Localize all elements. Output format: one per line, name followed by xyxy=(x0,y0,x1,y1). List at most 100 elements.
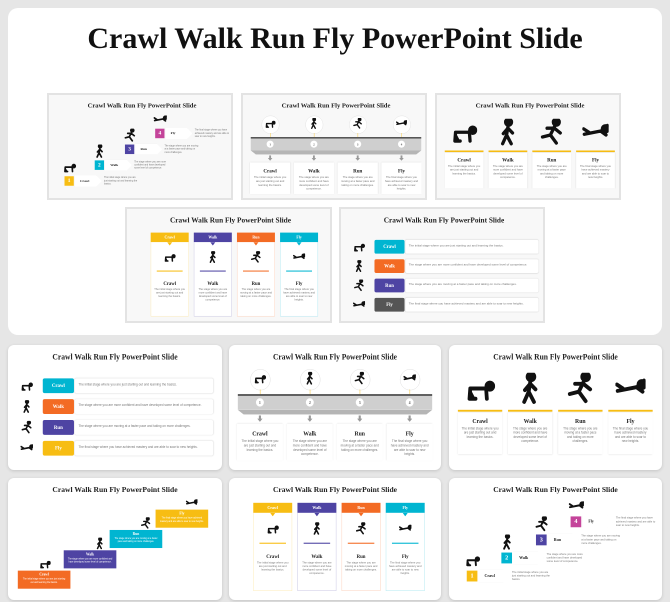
stage-description: The initial stage where you are just sta… xyxy=(154,288,186,299)
accent-bar xyxy=(303,542,331,544)
stage-description: The stage where you are more confident a… xyxy=(298,176,329,191)
slide-thumbnail-timeline[interactable]: Crawl Walk Run Fly PowerPoint Slide 1 Craw… xyxy=(241,93,427,200)
stage-card xyxy=(253,502,293,591)
stage-name: Fly xyxy=(591,156,599,163)
stage-name: Run xyxy=(354,430,365,438)
step-number-circle: 2 xyxy=(310,140,318,148)
stage-description: The stage where you are more confident a… xyxy=(67,557,113,564)
slide-thumbnail-figures[interactable]: Crawl Walk Run Fly PowerPoint Slide Crawl… xyxy=(449,345,662,470)
walking-person-icon xyxy=(503,534,511,550)
stage-label: Walk xyxy=(374,259,405,274)
stage-card xyxy=(150,232,189,317)
icon-circle xyxy=(349,115,367,134)
accent-bar xyxy=(508,409,553,412)
walking-person-icon xyxy=(500,118,515,146)
crawling-person-icon xyxy=(40,560,51,569)
timeline-bar-top xyxy=(237,394,433,396)
step-label: Crawl xyxy=(484,573,496,578)
running-person-icon xyxy=(140,517,151,529)
step-number-circle: 1 xyxy=(266,140,274,148)
timeline-bar-base xyxy=(237,409,433,415)
accent-bar xyxy=(259,542,286,544)
flying-person-icon xyxy=(20,444,33,451)
slide-thumbnail-list[interactable]: Crawl Walk Run Fly PowerPoint Slide The i… xyxy=(8,345,222,470)
stage-description: The stage where you are moving at a fast… xyxy=(340,176,375,187)
slide-thumbnail-list[interactable]: Crawl Walk Run Fly PowerPoint Slide The i… xyxy=(339,207,545,323)
stage-name: Fly xyxy=(405,430,414,438)
accent-bar xyxy=(576,150,615,153)
slide-title: Crawl Walk Run Fly PowerPoint Slide xyxy=(52,485,178,494)
flying-person-icon xyxy=(582,123,609,137)
stage-description: The stage where you are moving at a fast… xyxy=(536,165,567,180)
slide-thumbnail-stairs-blocks[interactable]: Crawl Walk Run Fly PowerPoint Slide Crawl… xyxy=(8,478,222,600)
stage-description: The stage where you are moving at a fast… xyxy=(114,537,158,543)
slide-thumbnail-cards[interactable]: Crawl Walk Run Fly PowerPoint Slide Crawl… xyxy=(125,207,332,323)
flying-person-icon xyxy=(396,120,407,126)
down-arrow xyxy=(355,155,361,161)
step-number-badge: 1 xyxy=(64,176,74,186)
step-arrow: Run xyxy=(547,533,579,547)
step-label: Run xyxy=(553,537,562,542)
stage-description: The initial stage where you are just sta… xyxy=(408,244,504,248)
header-pointer xyxy=(296,242,302,246)
description-box: The stage where you are more confident a… xyxy=(74,399,214,414)
step-number-circle: 3 xyxy=(355,398,364,407)
stage-description: The stage where you are moving at a fast… xyxy=(340,439,379,452)
walking-person-icon xyxy=(355,260,362,273)
step-arrow: Crawl xyxy=(478,569,510,583)
stage-name: Walk xyxy=(207,281,219,287)
stage-card: Walk The stage where you are more confide… xyxy=(286,423,333,461)
timeline-bar xyxy=(237,395,433,410)
stage-block: Crawl The initial stage where you are jus… xyxy=(17,570,71,589)
slide-title: Crawl Walk Run Fly PowerPoint Slide xyxy=(281,101,391,109)
walking-person-icon xyxy=(306,371,313,385)
stage-label: Walk xyxy=(42,399,74,414)
step-label: Crawl xyxy=(80,178,90,183)
step-description: The final stage where you have achieved … xyxy=(194,129,230,138)
slide-thumbnail-cards[interactable]: Crawl Walk Run Fly PowerPoint Slide Crawl… xyxy=(229,478,441,600)
stage-block: Run The stage where you are moving at a f… xyxy=(109,529,163,549)
stage-description: The stage where you are more confident a… xyxy=(292,439,327,457)
stage-name: Crawl xyxy=(252,430,268,438)
stage-card: Crawl The initial stage where you are jus… xyxy=(444,152,484,189)
stage-name: Run xyxy=(575,417,586,425)
walking-person-icon xyxy=(209,251,216,263)
stage-card: Fly The final stage where you have achiev… xyxy=(386,423,433,461)
stage-card: Run The stage where you are moving at a f… xyxy=(337,162,378,195)
stage-card: Walk The stage where you are more confide… xyxy=(488,152,528,189)
step-number-badge: 2 xyxy=(501,552,513,564)
running-person-icon xyxy=(535,516,548,532)
stage-name: Crawl xyxy=(457,156,471,163)
accent-bar xyxy=(391,542,419,544)
stage-description: The final stage where you have achieved … xyxy=(390,439,429,457)
timeline-bar-top xyxy=(250,137,422,139)
down-arrow xyxy=(357,415,363,422)
stage-description: The stage where you are more confident a… xyxy=(492,165,523,180)
walking-person-icon xyxy=(96,144,103,158)
stage-description: The stage where you are moving at a fast… xyxy=(563,426,598,444)
stage-name: Fly xyxy=(179,511,185,516)
slide-title: Crawl Walk Run Fly PowerPoint Slide xyxy=(475,101,585,109)
stage-description: The stage where you are more confident a… xyxy=(78,403,202,408)
stage-card: Walk The stage where you are more confide… xyxy=(293,162,335,195)
crawling-person-icon xyxy=(21,382,33,391)
step-label: Walk xyxy=(110,162,119,167)
step-label: Fly xyxy=(588,519,594,524)
slide-thumbnail-stairs-arrows[interactable]: Crawl Walk Run Fly PowerPoint Slide 1 Craw… xyxy=(47,93,233,200)
stage-name: Run xyxy=(356,553,366,560)
header-pointer xyxy=(358,512,364,517)
slide-thumbnail-timeline[interactable]: Crawl Walk Run Fly PowerPoint Slide 1 Craw… xyxy=(229,345,441,470)
crawling-person-icon xyxy=(64,163,77,173)
slide-thumbnail-figures[interactable]: Crawl Walk Run Fly PowerPoint Slide Crawl… xyxy=(435,93,621,200)
walking-person-icon xyxy=(313,522,320,535)
stage-card xyxy=(385,502,425,591)
running-person-icon xyxy=(353,117,362,129)
stage-name: Fly xyxy=(295,281,303,287)
slide-thumbnail-stairs-arrows[interactable]: Crawl Walk Run Fly PowerPoint Slide 1 Craw… xyxy=(449,478,662,600)
header-pointer xyxy=(210,242,216,246)
slide-title: Crawl Walk Run Fly PowerPoint Slide xyxy=(273,485,397,494)
description-box: The stage where you are more confident a… xyxy=(405,259,539,274)
step-number-badge: 3 xyxy=(124,144,135,155)
stage-description: The final stage where you have achieved … xyxy=(384,176,419,191)
stage-description: The initial stage where you are just sta… xyxy=(253,176,287,187)
